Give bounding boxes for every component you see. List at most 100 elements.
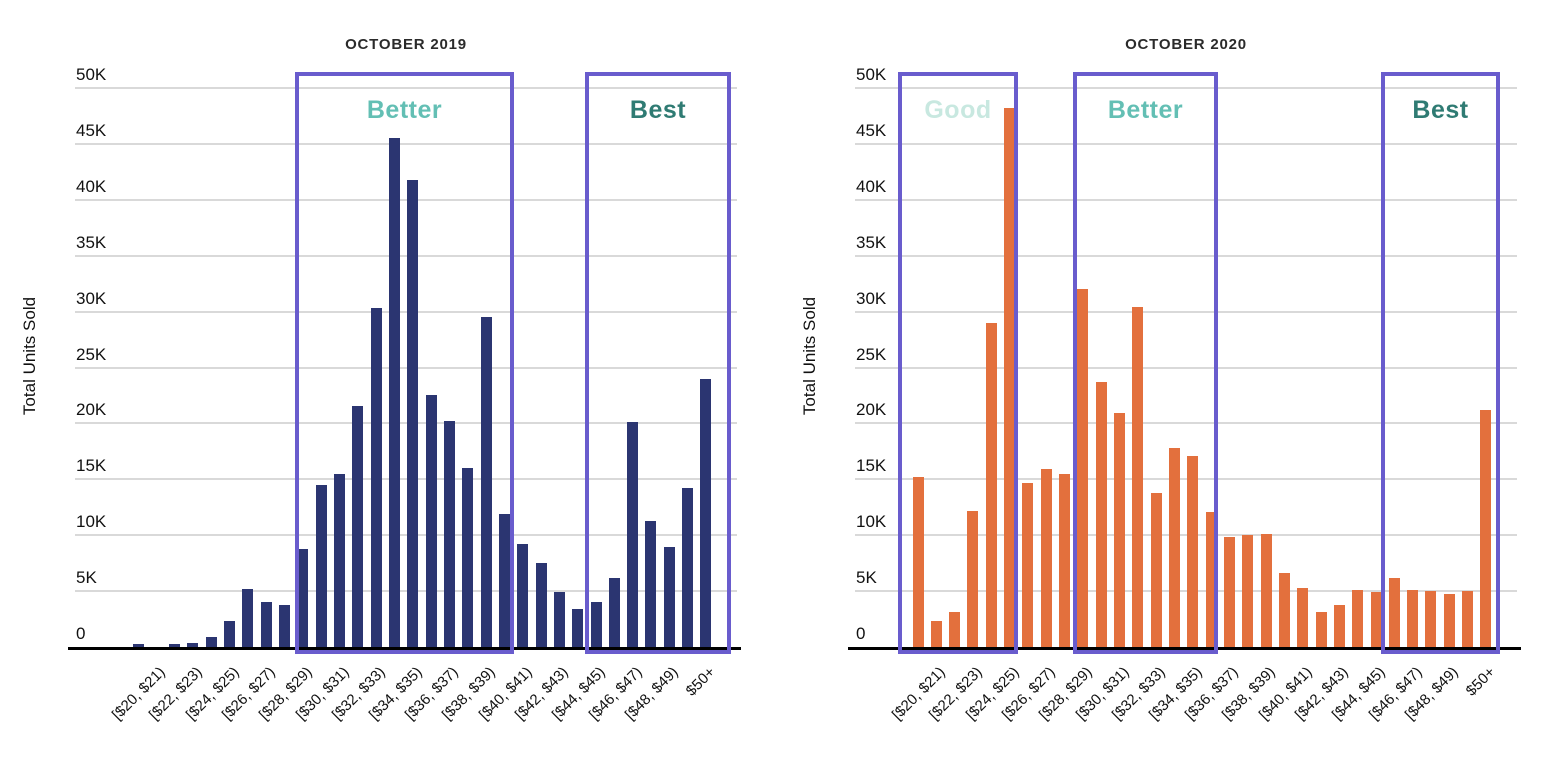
bar-bin-31 [682,488,693,647]
y-tick-label: 50K [856,65,887,84]
gridline-50K [75,87,737,89]
bar-bin-25 [572,609,583,647]
bar-[$40, $41) [517,544,528,647]
bar-[$32, $33) [1151,493,1162,647]
gridline-45K [855,142,1517,145]
bar-bin-15 [1169,448,1180,647]
y-tick-label: 40K [856,176,887,196]
y-tick-label: 25K [76,344,107,364]
y-tick-label: 35K [856,232,887,252]
bar-$50+ [700,379,711,647]
y-tick-label: 5K [856,568,877,588]
bar-[$44, $45) [1371,592,1382,647]
bar-[$48, $49) [664,547,675,647]
gridline-5K [855,590,1517,593]
bar-[$30, $31) [1114,413,1125,647]
bar-bin-29 [1425,591,1436,647]
bar-[$26, $27) [261,602,272,647]
bar-bin-31 [1462,591,1473,647]
gridline-20K [855,422,1517,425]
bar-bin-19 [1242,535,1253,647]
bar-[$24, $25) [1004,108,1015,647]
zone-label-better: Better [366,96,443,124]
bar-[$46, $47) [627,422,638,647]
y-tick-label: 10K [856,512,887,532]
bar-bin-27 [609,578,620,647]
gridline-35K [855,254,1517,257]
bar-[$26, $27) [1041,469,1052,647]
bar-bin-29 [645,521,656,647]
gridline-10K [855,534,1517,537]
gridline-50K [855,87,1517,89]
gridline-30K [75,310,737,313]
zone-label-good: Good [924,96,992,124]
bar-[$36, $37) [444,421,455,647]
bar-[$28, $29) [1077,289,1088,647]
bar-[$38, $39) [481,317,492,647]
bar-[$30, $31) [334,474,345,647]
y-tick-label: 40K [76,176,107,196]
bar-bin-5 [206,637,217,647]
bar-bin-25 [1352,590,1363,647]
bar-bin-11 [316,485,327,647]
bar-[$22, $23) [967,511,978,647]
bar-[$46, $47) [1407,590,1418,647]
bar-bin-7 [242,589,253,647]
zone-label-best: Best [1412,96,1469,124]
gridline-40K [75,198,737,201]
gridline-25K [855,366,1517,369]
gridline-40K [855,198,1517,201]
bar-bin-19 [462,468,473,647]
bar-[$42, $43) [1334,605,1345,647]
bar-bin-5 [986,323,997,647]
bar-bin-17 [1206,512,1217,647]
gridline-20K [75,422,737,425]
gridline-15K [855,478,1517,481]
bar-[$44, $45) [591,602,602,647]
gridline-35K [75,254,737,257]
bar-$50+ [1480,410,1491,647]
y-tick-label: 25K [856,344,887,364]
y-tick-label: 0 [856,624,866,643]
gridline-45K [75,142,737,145]
bar-bin-15 [389,138,400,647]
y-tick-label: 20K [76,400,107,420]
gridline-5K [75,590,737,593]
y-tick-label: 30K [856,288,887,308]
bar-[$48, $49) [1444,594,1455,647]
bar-bin-1 [913,477,924,647]
y-axis-title-2019: Total Units Sold [20,296,39,416]
y-tick-label: 20K [856,400,887,420]
bar-bin-9 [1059,474,1070,647]
bar-[$34, $35) [407,180,418,647]
bar-[$36, $37) [1224,537,1235,647]
y-tick-label: 15K [76,456,107,476]
bar-bin-23 [536,563,547,647]
zone-label-better: Better [1107,96,1184,124]
y-tick-label: 5K [76,568,97,588]
bar-bin-17 [426,395,437,647]
gridline-10K [75,534,737,537]
y-tick-label: 45K [856,120,887,140]
bar-[$22, $23) [187,643,198,647]
y-tick-label: 35K [76,232,107,252]
bar-bin-11 [1096,382,1107,647]
bar-bin-3 [169,644,180,647]
chart-panel-october-2019: OCTOBER 2019 Total Units Sold 0 5K 10K 15K 2… [20,36,741,723]
y-tick-label: 50K [76,65,107,84]
bar-bin-21 [1279,573,1290,647]
bar-bin-13 [1132,307,1143,647]
gridline-30K [855,310,1517,313]
y-tick-label: 15K [856,456,887,476]
bar-[$34, $35) [1187,456,1198,647]
y-tick-label: 30K [76,288,107,308]
chart-title-2020: OCTOBER 2020 [1125,36,1247,53]
y-tick-label: 10K [76,512,107,532]
bar-bin-21 [499,514,510,647]
x-axis-line [848,647,1521,650]
bar-bin-9 [279,605,290,647]
y-axis-title-2020: Total Units Sold [800,296,819,416]
chart-panel-october-2020: OCTOBER 2020 Total Units Sold 0 5K 10K 15K 2… [780,0,1562,770]
bar-bin-27 [1389,578,1400,647]
